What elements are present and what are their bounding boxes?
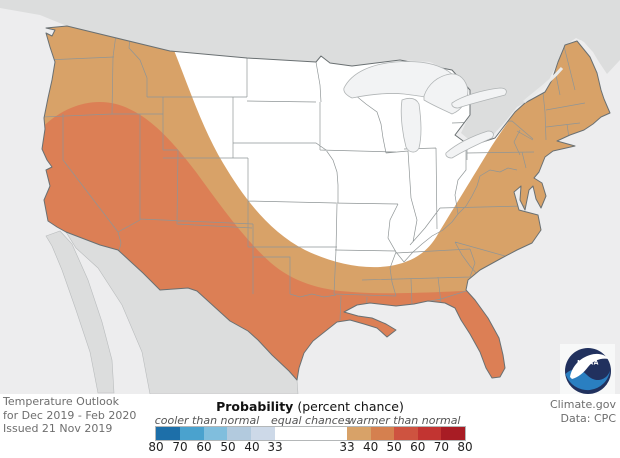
caption-line-2: for Dec 2019 - Feb 2020 xyxy=(3,408,137,422)
caption-line-3: Issued 21 Nov 2019 xyxy=(3,422,113,435)
legend-label-equal-chances: equal chances xyxy=(271,414,351,427)
attribution-site: Climate.gov xyxy=(549,398,616,411)
legend-title-bold: Probability xyxy=(216,399,294,414)
legend-label-cooler: cooler than normal xyxy=(154,414,260,427)
tick-warm-80: 80 xyxy=(457,440,473,454)
us-outlook-map: NOAA xyxy=(0,0,620,394)
tick-cool-70: 70 xyxy=(172,440,188,454)
colorbar-warm-70 xyxy=(441,427,465,440)
colorbar-warm-40 xyxy=(370,427,395,440)
tick-warm-50: 50 xyxy=(386,440,402,454)
tick-cool-60: 60 xyxy=(196,440,212,454)
tick-warm-40: 40 xyxy=(362,440,379,454)
attribution-data: Data: CPC xyxy=(560,411,616,425)
tick-warm-33: 33 xyxy=(339,440,355,454)
lake-erie xyxy=(445,130,494,159)
canada-landmass xyxy=(0,0,620,143)
tick-warm-60: 60 xyxy=(410,440,426,454)
tick-cool-80: 80 xyxy=(148,440,164,454)
source-attribution: Climate.gov Data: CPC xyxy=(550,398,616,425)
tick-warm-70: 70 xyxy=(433,440,450,454)
issuance-caption: Temperature Outlook for Dec 2019 - Feb 2… xyxy=(3,395,136,436)
colorbar-cool-60 xyxy=(203,427,228,440)
colorbar-warm-50 xyxy=(394,427,418,440)
tick-cool-33: 33 xyxy=(267,440,283,454)
legend-title: Probability (percent chance) xyxy=(0,399,620,414)
baja-peninsula xyxy=(45,230,115,394)
tick-cool-50: 50 xyxy=(220,440,236,454)
st-lawrence-river xyxy=(523,67,564,104)
state-borders xyxy=(42,26,586,321)
colorbar-equal-chances xyxy=(274,427,347,440)
noaa-logo-text: NOAA xyxy=(577,360,599,367)
colorbar-warm-33 xyxy=(346,427,371,440)
lake-michigan xyxy=(400,97,422,153)
lake-ontario xyxy=(451,87,507,109)
colorbar-warm-60 xyxy=(417,427,442,440)
noaa-logo: NOAA xyxy=(560,344,615,394)
legend-label-warmer: warmer than normal xyxy=(347,414,461,427)
legend-title-note: (percent chance) xyxy=(293,399,404,414)
probability-colorbar xyxy=(156,427,465,440)
caption-line-1: Temperature Outlook xyxy=(3,395,120,408)
noaa-logo-gull-icon xyxy=(570,353,609,379)
colorbar-cool-70 xyxy=(179,427,204,440)
colorbar-cool-80 xyxy=(156,427,180,440)
colorbar-cool-40 xyxy=(251,427,275,440)
tick-cool-40: 40 xyxy=(244,440,260,454)
colorbar-cool-50 xyxy=(227,427,252,440)
great-lakes xyxy=(343,61,507,159)
